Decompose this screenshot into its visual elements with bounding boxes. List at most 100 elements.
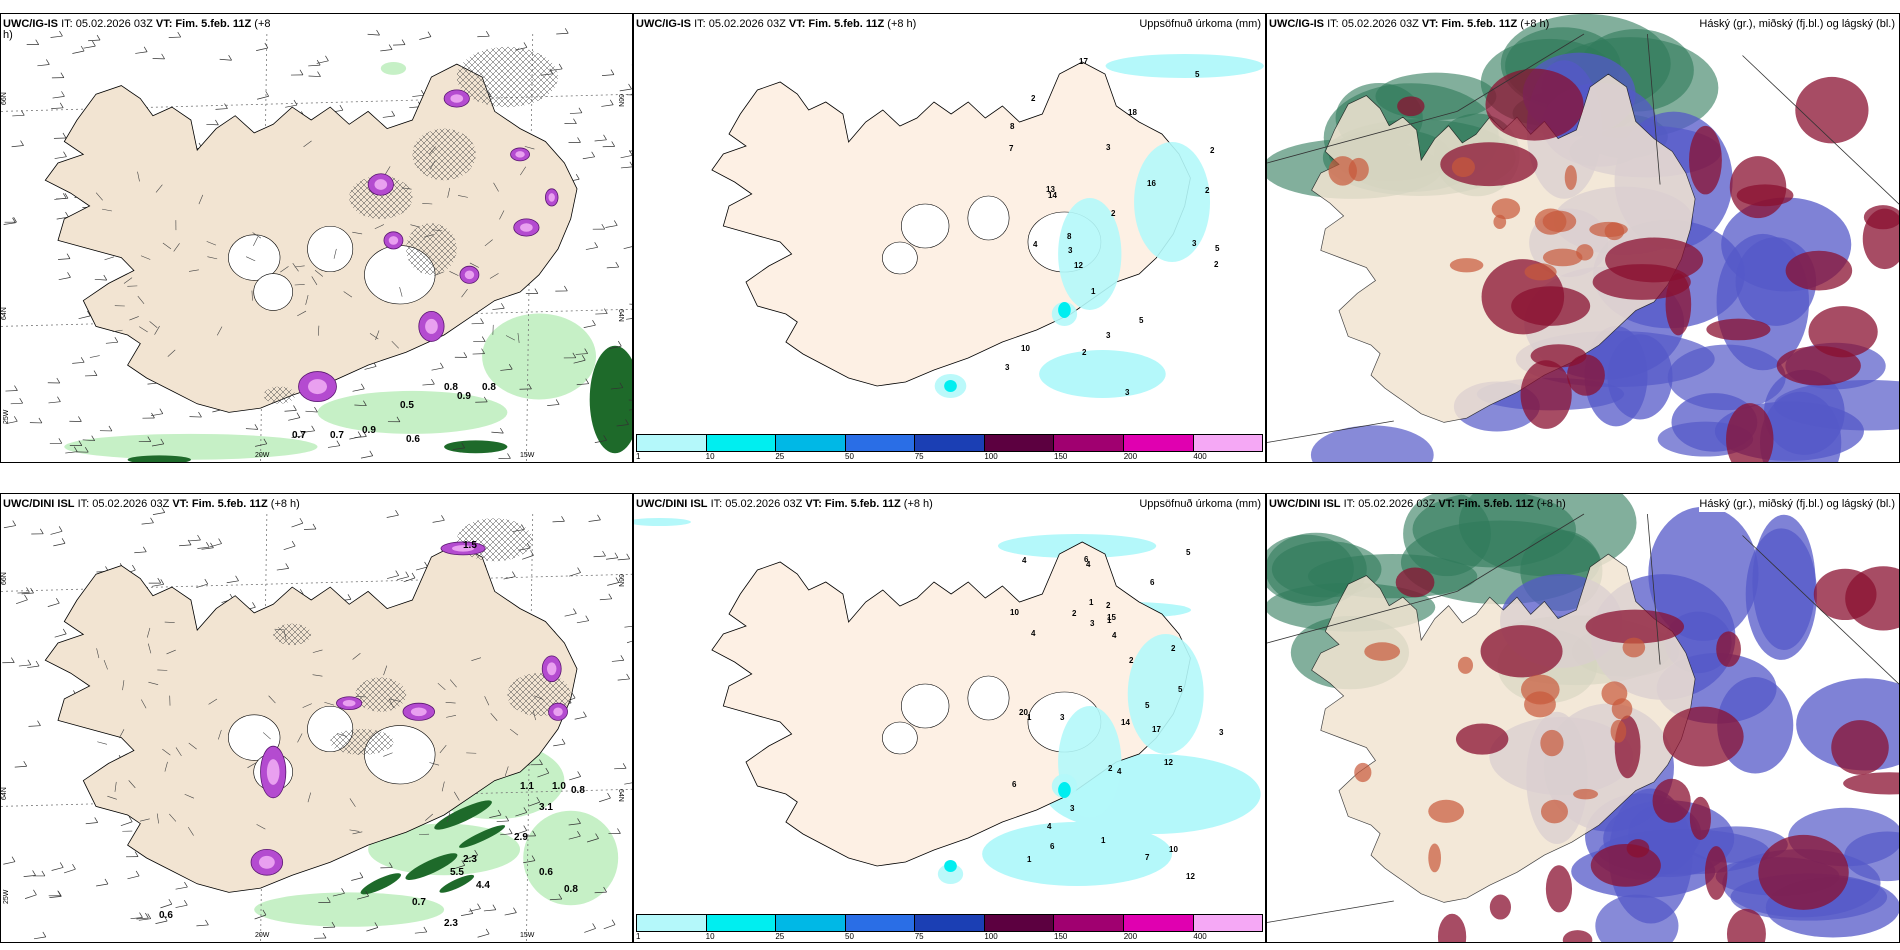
wind-barb bbox=[99, 425, 113, 432]
boundary-line bbox=[1647, 33, 1661, 185]
wind-barb-land bbox=[297, 310, 307, 317]
colorbar-swatches bbox=[636, 914, 1263, 932]
wind-barb bbox=[624, 625, 632, 628]
snow-hatch-area bbox=[355, 677, 407, 712]
wind-barb-land bbox=[434, 271, 444, 276]
precip-core bbox=[1058, 782, 1071, 798]
snow-hatch-area bbox=[412, 128, 476, 181]
wind-barb bbox=[189, 411, 202, 418]
precip-value-label: 2 bbox=[1082, 348, 1087, 357]
wind-barb bbox=[387, 416, 401, 423]
wind-barb bbox=[380, 44, 393, 52]
model-name: UWC/IG-IS bbox=[3, 18, 58, 30]
longitude-label: 25W bbox=[3, 409, 10, 424]
mid-cloud-area-south bbox=[1310, 425, 1434, 462]
precip-value-label: 0.5 bbox=[400, 400, 414, 411]
colorbar-tick-label: 75 bbox=[914, 932, 924, 941]
wind-barb bbox=[386, 570, 400, 579]
wind-barb bbox=[65, 446, 78, 454]
low-cloud-patch bbox=[1540, 799, 1568, 824]
wind-barb bbox=[595, 308, 608, 315]
wind-barb bbox=[51, 102, 64, 109]
low-cloud-area bbox=[1795, 76, 1869, 144]
wind-barb bbox=[196, 578, 209, 588]
wind-barb bbox=[492, 303, 505, 310]
precip-value-label: 0.9 bbox=[362, 425, 376, 436]
wind-barb bbox=[460, 908, 474, 916]
low-cloud-area bbox=[1480, 625, 1563, 678]
low-cloud-area bbox=[1395, 567, 1435, 598]
wind-barb bbox=[196, 919, 209, 927]
panel-header: UWC/IG-IS IT: 05.02.2026 03Z VT: Fim. 5.… bbox=[3, 16, 628, 32]
precip-value-label: 15 bbox=[1107, 613, 1116, 622]
wind-barb bbox=[525, 288, 539, 294]
wind-barb bbox=[134, 546, 147, 554]
boundary-line bbox=[1267, 420, 1394, 443]
low-cloud-area bbox=[1437, 913, 1467, 942]
low-cloud-area bbox=[1545, 865, 1573, 913]
precip-area-sea bbox=[64, 433, 318, 460]
wind-barb bbox=[617, 553, 630, 561]
precip-core bbox=[388, 236, 399, 245]
wind-barb-land bbox=[140, 255, 151, 260]
low-cloud-area bbox=[1585, 609, 1685, 644]
wind-barb-land bbox=[343, 291, 353, 298]
wind-barb-land bbox=[128, 780, 136, 789]
wind-barb-land bbox=[504, 766, 509, 777]
precip-value-label: 1.1 bbox=[520, 781, 534, 792]
wind-barb bbox=[628, 399, 632, 401]
wind-barb bbox=[152, 53, 165, 60]
low-cloud-area bbox=[1652, 778, 1691, 823]
wind-barb bbox=[349, 431, 362, 440]
wind-barb bbox=[454, 352, 468, 358]
panel-field-title: Uppsöfnuð úrkoma (mm) bbox=[1139, 16, 1261, 32]
wind-barb-land bbox=[446, 715, 456, 718]
low-cloud-area bbox=[1455, 723, 1509, 755]
lead-time: (+8 h) bbox=[270, 498, 300, 510]
heavy-precip-area bbox=[360, 873, 402, 895]
boundary-line bbox=[1647, 513, 1661, 665]
precip-area-land bbox=[1134, 142, 1211, 262]
wind-barb bbox=[85, 817, 98, 825]
precip-value-label: 1 bbox=[1027, 713, 1032, 722]
low-cloud-area bbox=[1592, 264, 1691, 300]
wind-barb bbox=[500, 828, 513, 836]
wind-barb-land bbox=[517, 332, 520, 343]
precip-value-label: 0.9 bbox=[457, 391, 471, 402]
wind-barb-land bbox=[303, 140, 312, 148]
colorbar-tick-label: 50 bbox=[845, 932, 854, 941]
wind-barb bbox=[498, 453, 511, 459]
longitude-label: 25W bbox=[3, 889, 10, 904]
longitude-label: 15W bbox=[520, 452, 535, 459]
low-cloud-area bbox=[1485, 68, 1584, 141]
wind-barb-land bbox=[375, 330, 380, 340]
wind-barb-land bbox=[505, 335, 516, 341]
boundary-line bbox=[1267, 591, 1458, 644]
valid-time: VT: Fim. 5.feb. 11Z bbox=[172, 498, 268, 510]
wind-barb bbox=[291, 517, 304, 528]
wind-barb bbox=[11, 140, 24, 148]
wind-barb-land bbox=[422, 203, 433, 205]
precip-value-label: 3 bbox=[1005, 363, 1010, 372]
precip-value-label: 13 bbox=[1046, 185, 1055, 194]
wind-barb-land bbox=[441, 781, 445, 792]
wind-barb bbox=[130, 912, 143, 920]
precip-value-label: 2 bbox=[1108, 764, 1113, 773]
precip-value-label: 3 bbox=[1060, 713, 1065, 722]
wind-barb-land bbox=[206, 241, 217, 246]
precip-core bbox=[342, 699, 356, 707]
low-cloud-patch bbox=[1601, 681, 1628, 706]
wind-barb bbox=[160, 898, 173, 909]
wind-barb bbox=[601, 69, 615, 76]
wind-barb bbox=[303, 523, 317, 530]
wind-barb-land bbox=[294, 284, 305, 286]
wind-barb bbox=[72, 45, 85, 54]
wind-barb-land bbox=[458, 195, 468, 198]
wind-barb bbox=[50, 526, 63, 535]
wind-barb bbox=[126, 851, 139, 858]
precip-core bbox=[450, 94, 464, 103]
wind-barb bbox=[608, 828, 621, 835]
mid-cloud-area bbox=[1745, 528, 1817, 660]
colorbar-swatch bbox=[915, 915, 985, 931]
wind-barb bbox=[629, 303, 632, 305]
